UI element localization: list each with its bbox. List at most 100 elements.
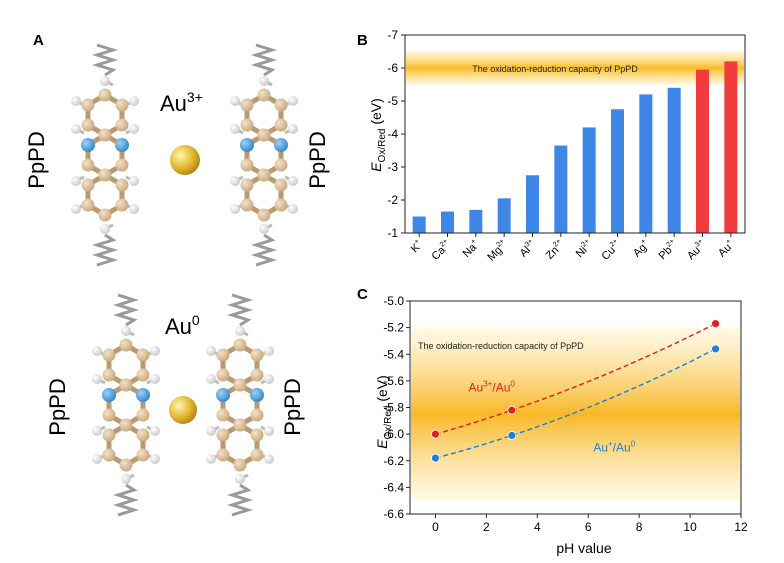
carbon-atom [115, 178, 129, 192]
x-tick-label: Pb2+ [656, 238, 680, 262]
bar-al-4 [526, 175, 539, 233]
x-tick-label: Au+ [715, 238, 737, 260]
nitrogen-atom [216, 388, 230, 402]
x-tick-label: 0 [432, 520, 439, 534]
bar-mg-3 [497, 198, 511, 233]
carbon-atom [216, 428, 230, 442]
nitrogen-atom [115, 138, 129, 152]
bar-ag-8 [639, 94, 653, 234]
chart-b-xticks: K+Ca2+ Na+Mg2+ Al3+Zn2+ Ni2+Cu2+ Ag+Pb2+Au3+… [409, 233, 737, 264]
carbon-atom [216, 368, 230, 382]
series-label-au3-a: Au [469, 381, 484, 395]
chart-c-lines [435, 322, 716, 459]
panel-c-letter: C [357, 286, 368, 303]
polymer-chain [250, 43, 278, 77]
y-tick-label: -6.0 [383, 427, 404, 441]
hydrogen-atom [288, 176, 298, 186]
carbon-atom [250, 368, 264, 382]
hydrogen-atom [100, 76, 110, 86]
chart-c-yticks: -6.6 -6.4 -6.2 -6.0 -5.8 -5.6 -5.4 -5.2 -5.0 [383, 294, 410, 521]
carbon-atom [102, 428, 116, 442]
au3-label: Au3+ [160, 89, 203, 116]
y-tick-label: -1 [387, 226, 398, 240]
panel-b: B The oxidation-reduction capacity of Pp… [357, 28, 746, 264]
hydrogen-atom [235, 474, 245, 484]
carbon-atom [250, 428, 264, 442]
gold-atom-au0 [169, 396, 197, 424]
hydrogen-atom [230, 176, 240, 186]
carbon-atom [81, 198, 95, 212]
hydrogen-atom [129, 96, 139, 106]
hydrogen-atom [121, 474, 131, 484]
ppd-label-bottom-right: PpPD [280, 378, 305, 435]
carbon-atom [233, 338, 247, 352]
gold-atom-au3 [170, 145, 200, 175]
carbon-atom [102, 368, 116, 382]
chart-b-ylabel-main: E [368, 162, 384, 172]
hydrogen-atom [150, 346, 160, 356]
carbon-atom [250, 448, 264, 462]
hydrogen-atom [264, 454, 274, 464]
x-tick-label: Na+ [460, 238, 482, 260]
x-tick-label: 10 [683, 520, 697, 534]
ppd-molecule-bottom-right [206, 293, 274, 517]
ppd-molecule-bottom-left [92, 293, 160, 517]
carbon-atom [102, 408, 116, 422]
nitrogen-atom [240, 138, 254, 152]
chart-b-band [406, 51, 744, 85]
series-line-1 [435, 348, 716, 459]
carbon-atom [216, 348, 230, 362]
x-tick-label: Ag+ [630, 238, 652, 260]
hydrogen-atom [288, 204, 298, 214]
y-tick-label: -6.4 [383, 480, 404, 494]
bar-zn-5 [554, 145, 568, 233]
carbon-atom [81, 98, 95, 112]
chart-c-ylabel-sub: Ox/Red [383, 406, 394, 440]
carbon-atom [274, 158, 288, 172]
hydrogen-atom [206, 374, 216, 384]
bar-ni-6 [582, 127, 596, 233]
ppd-label-bottom-left: PpPD [45, 378, 70, 435]
data-point-s1-2 [711, 344, 720, 354]
carbon-atom [233, 378, 247, 392]
chart-b-bars [412, 61, 738, 234]
y-tick-label: -5.8 [383, 401, 404, 415]
hydrogen-atom [206, 426, 216, 436]
carbon-atom [240, 158, 254, 172]
y-tick-label: -6.2 [383, 454, 404, 468]
x-tick-label: Zn2+ [543, 238, 567, 262]
hydrogen-atom [92, 346, 102, 356]
carbon-atom [102, 348, 116, 362]
carbon-atom [115, 118, 129, 132]
carbon-atom [257, 168, 271, 182]
hydrogen-atom [129, 204, 139, 214]
hydrogen-atom [129, 176, 139, 186]
hydrogen-atom [71, 96, 81, 106]
hydrogen-atom [71, 124, 81, 134]
carbon-atom [216, 448, 230, 462]
carbon-atom [274, 198, 288, 212]
polymer-chain [91, 233, 119, 267]
carbon-atom [115, 198, 129, 212]
series-label-au1-sup-a: + [608, 439, 613, 448]
bar-au-11 [724, 61, 738, 234]
chart-b-band-label: The oxidation-reduction capacity of PpPD [472, 64, 638, 74]
series-label-au3-sup-b: 0 [510, 380, 515, 389]
hydrogen-atom [71, 204, 81, 214]
bar-au-10 [696, 69, 709, 234]
bar-k-0 [412, 216, 426, 233]
carbon-atom [98, 208, 112, 222]
carbon-atom [257, 208, 271, 222]
chart-c-ylabel-main: E [374, 439, 390, 449]
carbon-atom [136, 368, 150, 382]
hydrogen-atom [100, 224, 110, 234]
carbon-atom [233, 418, 247, 432]
hydrogen-atom [264, 374, 274, 384]
carbon-atom [136, 408, 150, 422]
polymer-chain [250, 233, 278, 267]
y-tick-label: -5 [387, 94, 398, 108]
carbon-atom [115, 98, 129, 112]
hydrogen-atom [92, 454, 102, 464]
data-point-s0-2 [711, 319, 720, 329]
carbon-atom [240, 118, 254, 132]
